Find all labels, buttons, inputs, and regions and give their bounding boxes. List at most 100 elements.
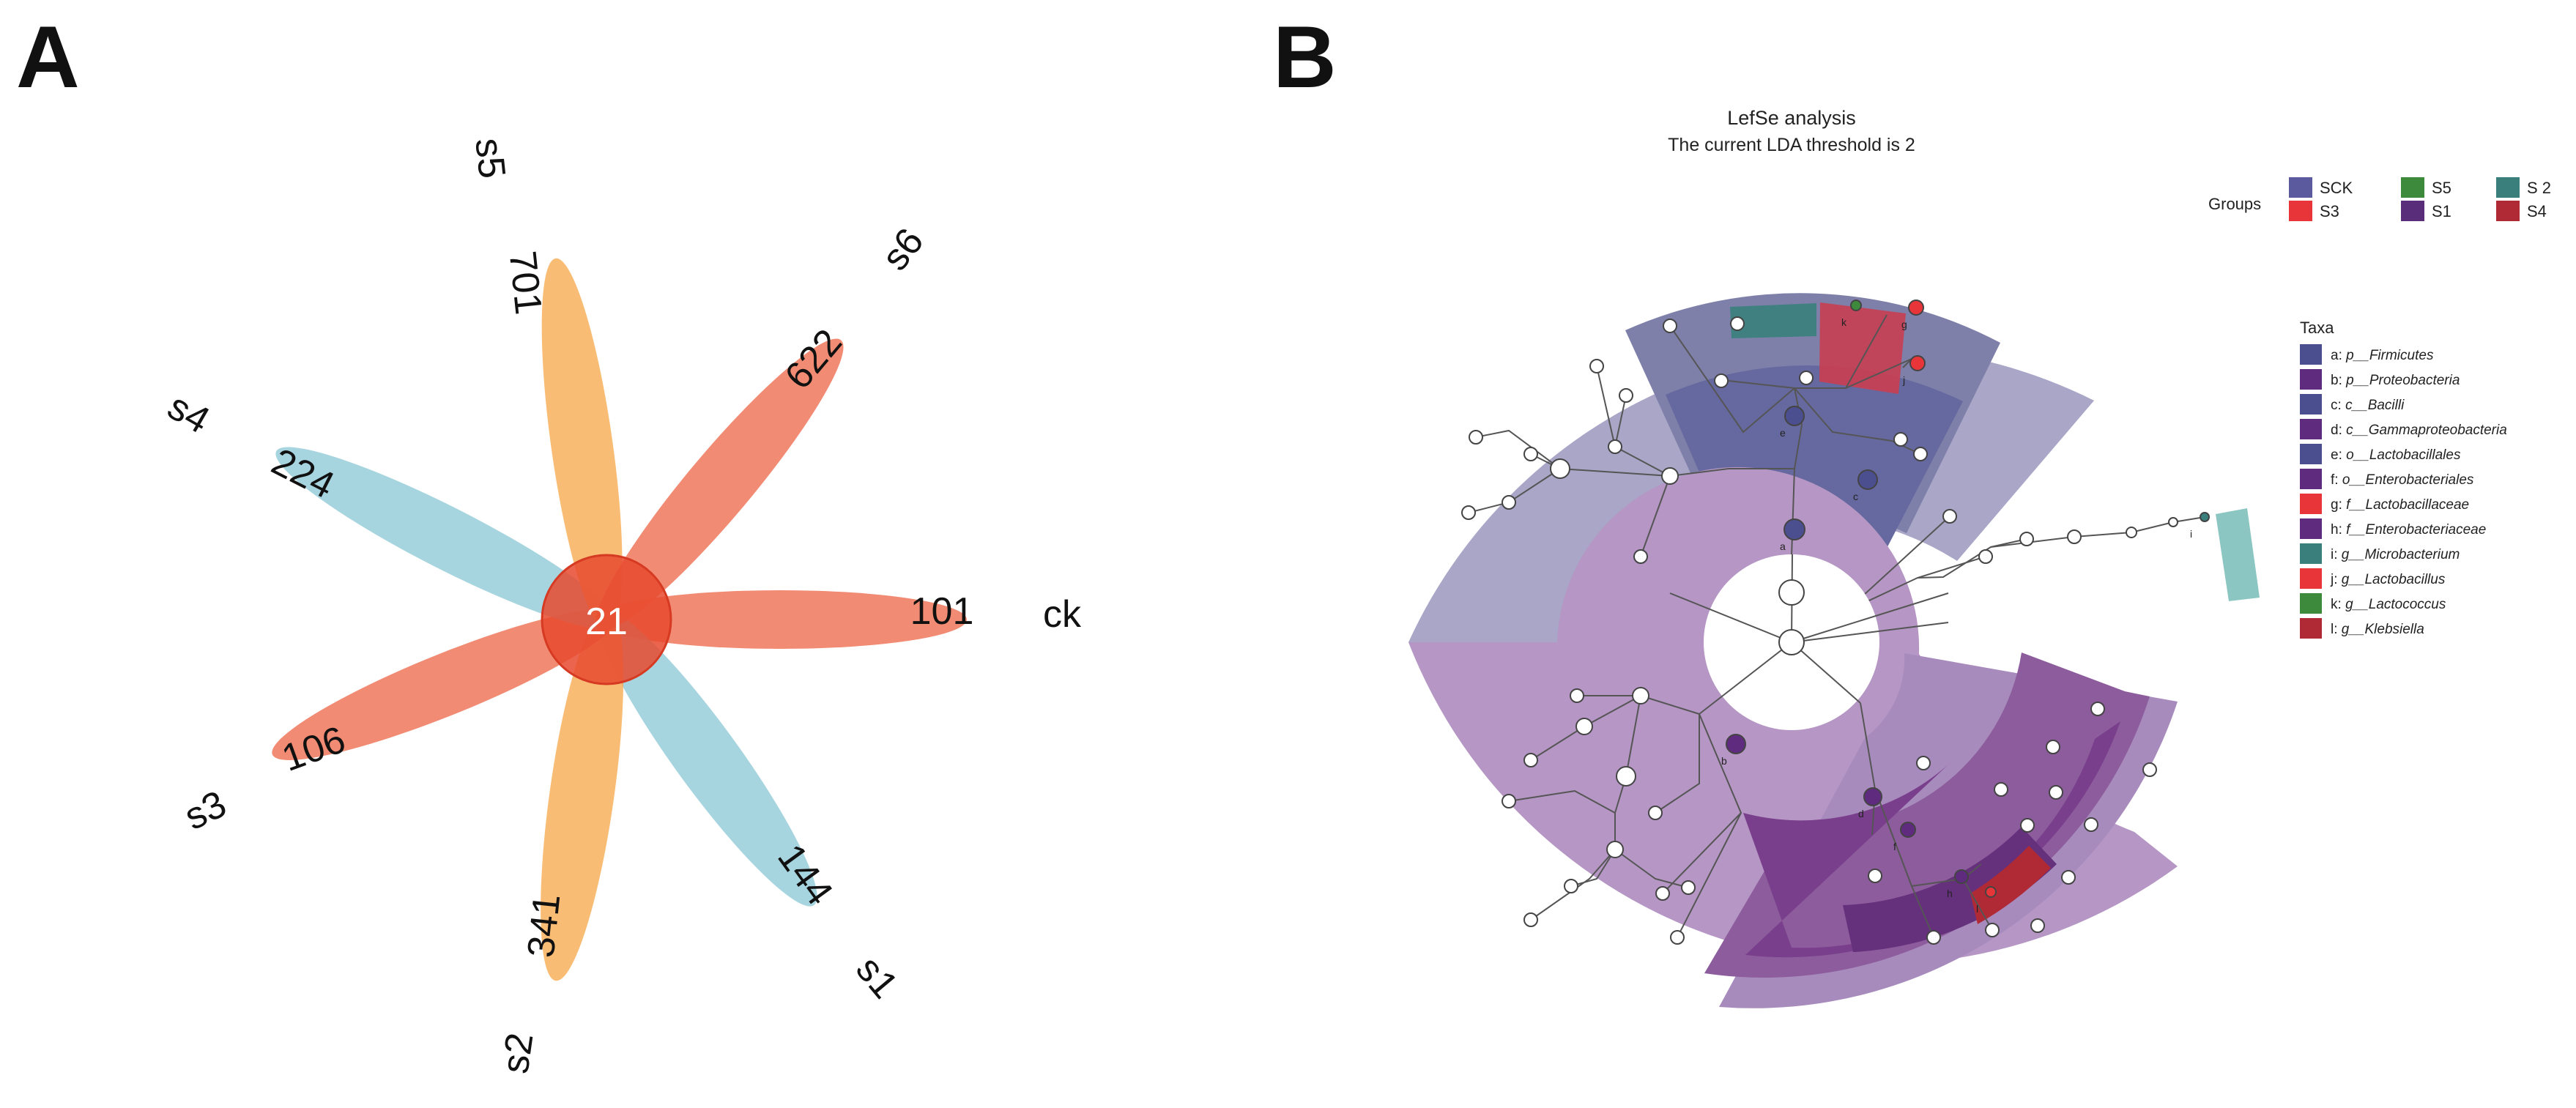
cladogram-branch: [1677, 812, 1742, 938]
taxa-swatch-e: [2300, 444, 2322, 464]
clade-node-letter-j: j: [1902, 374, 1905, 386]
cladogram-branch: [1917, 538, 2027, 579]
group-label-S1: S1: [2432, 202, 2451, 220]
lefse-subtitle: The current LDA threshold is 2: [1668, 135, 1915, 155]
clade-leaf-node: [1608, 439, 1622, 454]
venn-core-value: 21: [585, 601, 628, 643]
cladogram-branch: [1794, 387, 1893, 442]
group-label-S4: S4: [2527, 202, 2547, 220]
cladogram-branch: [1728, 380, 1795, 389]
clade-leaf-node: [1523, 447, 1538, 461]
venn-petal-s6: [595, 338, 844, 631]
clade-leaf-node: [1681, 880, 1696, 895]
clade-leaf-node: [1570, 688, 1584, 703]
clade-leaf-node: [1714, 373, 1729, 388]
clade-leaf-node: [1589, 359, 1604, 373]
clade-leaf-node: [1633, 549, 1648, 564]
enterobacteriaceae-inner-sector: [1843, 827, 2057, 952]
clade-leaf-node: [2049, 785, 2063, 800]
taxa-swatch-k: [2300, 593, 2322, 614]
cladogram-hub-lines: [1669, 554, 1949, 715]
venn-petal-s1: [595, 607, 817, 907]
clade-leaf-node: [1575, 718, 1593, 735]
clade-leaf-node: [2061, 870, 2076, 885]
venn-unique-count-s2: 341: [520, 892, 569, 959]
taxa-swatch-f: [2300, 469, 2322, 489]
taxa-legend: Taxa a: p__Firmicutes b: p__Proteobacteri…: [2300, 319, 2507, 639]
cladogram-branch: [1508, 789, 1616, 814]
clade-node-letter-h: h: [1947, 888, 1953, 899]
clade-leaf-node: [1916, 756, 1931, 770]
clade-leaf-node: [2142, 762, 2157, 777]
microbacterium-sector: [2216, 508, 2260, 601]
clade-leaf-node: [2168, 517, 2178, 527]
clade-node-b: [1726, 734, 1746, 754]
clade-node-j: [1909, 355, 1926, 371]
clade-leaf-node: [2090, 702, 2105, 716]
cladogram-branch: [1669, 325, 1795, 434]
cladogram-branch: [1570, 849, 1616, 887]
taxa-label-d: d: c__Gammaproteobacteria: [2331, 423, 2507, 438]
klebsiella-sector: [1970, 846, 2051, 924]
clade-leaf-node: [1606, 841, 1624, 858]
venn-petal-s3: [272, 609, 620, 760]
taxa-label-f: f: o__Enterobacteriales: [2331, 472, 2474, 488]
taxa-label-j: j: g__Lactobacillus: [2330, 572, 2446, 587]
clade-leaf-node: [1670, 930, 1685, 945]
clade-leaf-node: [1778, 579, 1805, 606]
group-swatch-SCK: [2289, 177, 2312, 198]
venn-set-label-s5: s5: [467, 136, 513, 181]
clade-leaf-node: [2126, 527, 2137, 538]
venn-petal-ck: [593, 590, 967, 649]
clade-leaf-node: [1661, 467, 1679, 485]
group-swatch-S1: [2401, 201, 2424, 221]
venn-petal-s2: [541, 606, 624, 981]
venn-core-circle: [541, 554, 672, 685]
clade-node-h: [1954, 869, 1969, 884]
taxa-swatch-a: [2300, 344, 2322, 365]
taxa-label-e: e: o__Lactobacillales: [2331, 447, 2461, 463]
group-label-S2: S 2: [2527, 179, 2551, 197]
clade-leaf-node: [2067, 529, 2082, 544]
group-swatch-S2: [2496, 177, 2520, 198]
clade-leaf-node: [2084, 817, 2098, 832]
venn-set-label-s3: s3: [178, 783, 233, 839]
clade-node-i: [2200, 512, 2210, 522]
clade-node-k: [1850, 300, 1862, 311]
enterobacteriaceae-sector: [1743, 721, 2120, 958]
clade-leaf-node: [1778, 629, 1805, 655]
taxa-label-b: b: p__Proteobacteria: [2331, 373, 2460, 388]
taxa-swatch-b: [2300, 369, 2322, 390]
clade-leaf-node: [1994, 782, 2008, 797]
taxa-swatch-h: [2300, 518, 2322, 539]
clade-leaf-node: [1523, 912, 1538, 927]
cladogram-nodes: a c e g j k i b d f h l: [1461, 300, 2210, 945]
cladogram-branch: [1640, 475, 1671, 557]
venn-unique-count-s5: 701: [501, 249, 550, 316]
clade-node-c: [1857, 469, 1878, 490]
venn-set-label-s4: s4: [160, 385, 217, 442]
taxa-swatch-d: [2300, 419, 2322, 439]
clade-leaf-node: [1523, 753, 1538, 767]
groups-legend-title: Groups: [2208, 195, 2261, 213]
taxa-swatch-g: [2300, 494, 2322, 514]
cladogram-branch: [1669, 468, 1794, 477]
clade-leaf-node: [1550, 458, 1570, 479]
cladogram-branch: [1475, 429, 1561, 469]
taxa-legend-title: Taxa: [2300, 319, 2334, 337]
clade-leaf-node: [1461, 505, 1476, 520]
clade-leaf-node: [1619, 388, 1633, 403]
lefse-cladogram: LefSe analysis The current LDA threshold…: [1408, 107, 2551, 1008]
clade-leaf-node: [1942, 509, 1957, 524]
venn-set-label-s2: s2: [494, 1030, 541, 1076]
clade-leaf-node: [1655, 886, 1670, 901]
enterobacteriales-sector: [1704, 652, 2150, 978]
venn-petal-s4: [275, 447, 619, 630]
clade-node-e: [1784, 406, 1805, 426]
taxa-label-c: c: c__Bacilli: [2331, 398, 2405, 413]
venn-petals: [272, 258, 967, 981]
group-swatch-S5: [2401, 177, 2424, 198]
taxa-label-a: a: p__Firmicutes: [2331, 348, 2434, 363]
clade-leaf-node: [1502, 794, 1516, 808]
